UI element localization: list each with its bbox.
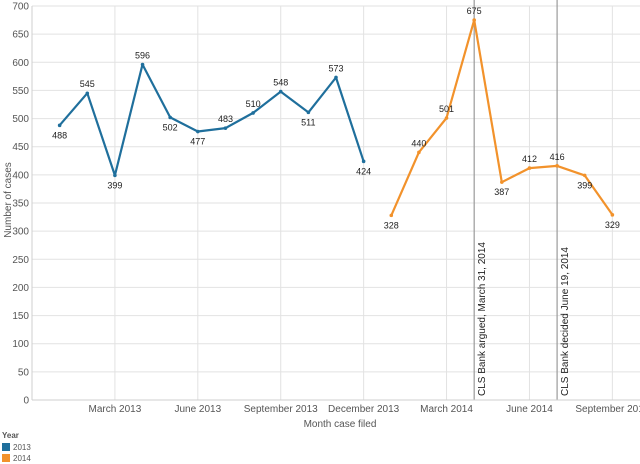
y-tick-label: 200: [12, 283, 29, 294]
y-tick-label: 250: [12, 255, 29, 266]
y-tick-label: 550: [12, 86, 29, 97]
data-label-2014: 412: [522, 154, 537, 164]
data-label-2013: 548: [273, 78, 288, 88]
data-label-2014: 329: [605, 220, 620, 230]
data-point-2014: [527, 166, 532, 170]
data-point-2014: [417, 150, 421, 155]
data-label-2014: 328: [384, 220, 399, 230]
data-label-2014: 675: [467, 6, 482, 16]
y-tick-label: 450: [12, 142, 29, 153]
y-tick-label: 500: [12, 114, 29, 125]
data-point-2013: [306, 110, 311, 115]
reference-line-label: CLS Bank argued, March 31, 2014: [477, 242, 488, 396]
data-point-2013: [168, 115, 172, 120]
series-layer: [57, 18, 615, 218]
legend-label-2013: 2013: [13, 443, 31, 452]
data-point-2013: [140, 62, 145, 67]
x-tick-label: June 2014: [506, 404, 553, 415]
data-point-2013: [278, 89, 283, 94]
legend: Year 2013 2014: [2, 431, 31, 463]
data-point-2014: [472, 18, 476, 22]
gridlines: [32, 5, 640, 401]
y-tick-label: 400: [12, 170, 29, 181]
data-label-2013: 573: [328, 63, 343, 73]
legend-title: Year: [2, 431, 19, 440]
data-label-2014: 399: [577, 180, 592, 190]
y-tick-label: 300: [12, 227, 29, 238]
data-point-2014: [500, 180, 504, 184]
y-tick-label: 650: [12, 30, 29, 41]
data-point-2014: [389, 213, 394, 218]
x-tick-label: December 2013: [328, 404, 400, 415]
data-label-2014: 501: [439, 104, 454, 114]
data-label-2014: 387: [494, 187, 509, 197]
y-tick-label: 0: [23, 396, 29, 407]
legend-swatch-2013: [2, 443, 10, 451]
data-point-2013: [196, 129, 200, 134]
legend-swatch-2014: [2, 454, 10, 462]
data-point-2014: [582, 173, 587, 178]
legend-label-2014: 2014: [13, 454, 31, 463]
x-tick-label: March 2013: [89, 404, 142, 415]
data-label-2013: 511: [301, 117, 315, 127]
data-label-layer: 488 545 399 596 502 477 483 510 548 511 573 424 328 4…: [52, 6, 620, 230]
y-axis-title: Number of cases: [3, 162, 14, 238]
data-point-2013: [361, 159, 366, 164]
annotation-layer: CLS Bank argued, March 31, 2014 CLS Bank …: [473, 0, 571, 400]
data-label-2013: 424: [356, 166, 371, 176]
y-tick-label: 50: [18, 367, 30, 378]
x-axis-title: Month case filed: [304, 419, 377, 430]
data-point-2013: [85, 91, 90, 96]
data-point-2014: [555, 164, 559, 168]
y-tick-label: 100: [12, 339, 29, 350]
y-tick-label: 700: [12, 2, 29, 13]
data-point-2013: [223, 126, 228, 130]
data-point-2013: [57, 123, 62, 128]
data-label-2014: 416: [550, 152, 565, 162]
x-tick-label: June 2013: [174, 404, 221, 415]
data-point-2013: [334, 75, 338, 80]
data-label-2013: 477: [190, 137, 205, 147]
x-tick-label: September 2013: [244, 404, 318, 415]
y-tick-label: 150: [12, 311, 29, 322]
data-label-2013: 399: [107, 180, 122, 190]
data-point-2013: [251, 111, 255, 115]
data-label-2013: 510: [246, 99, 261, 109]
data-label-2013: 502: [163, 122, 178, 132]
y-tick-label: 600: [12, 58, 29, 69]
data-point-2014: [444, 116, 449, 120]
data-label-2013: 545: [80, 79, 95, 89]
data-label-2013: 488: [52, 130, 67, 140]
y-tick-label: 350: [12, 199, 29, 210]
x-tick-label: September 2014: [575, 404, 640, 415]
data-label-2014: 440: [411, 138, 426, 148]
series-line-2013: [58, 63, 365, 177]
data-point-2013: [113, 173, 117, 178]
x-tick-label: March 2014: [420, 404, 473, 415]
data-label-2013: 483: [218, 114, 233, 124]
data-point-2014: [610, 213, 615, 217]
reference-line-label: CLS Bank decided June 19, 2014: [560, 247, 571, 396]
data-label-2013: 596: [135, 51, 150, 61]
axis-layer: 0 50 100 150 200 250 300 350 400 450 500 550 600 650 7…: [12, 2, 640, 415]
